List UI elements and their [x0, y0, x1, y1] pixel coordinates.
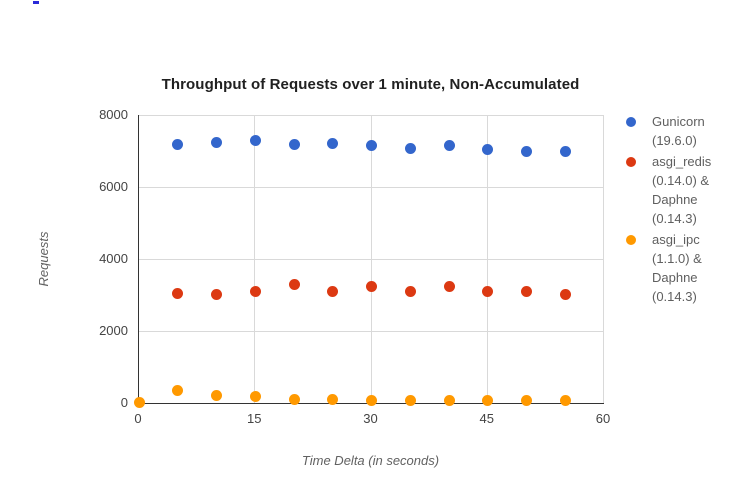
data-point-series2-30s: [366, 394, 377, 406]
x-axis-title: Time Delta (in seconds): [301, 453, 440, 468]
y-tick-label-2000: 2000: [99, 323, 128, 338]
data-point-series0-30s: [366, 140, 377, 152]
data-point-series0-55s: [559, 146, 571, 158]
data-point-series0-10s: [211, 136, 222, 148]
data-point-series0-40s: [443, 140, 455, 152]
plot-area: [133, 115, 604, 408]
gridline-y-6000: [139, 187, 604, 188]
data-point-series1-5s: [172, 288, 184, 300]
y-tick-label-0: 0: [120, 395, 128, 410]
legend-marker-icon: [626, 235, 636, 245]
chart-title: Throughput of Requests over 1 minute, No…: [161, 76, 580, 93]
y-axis-title: Requests: [36, 231, 51, 287]
data-point-series1-20s: [288, 279, 300, 291]
data-point-series2-45s: [482, 395, 494, 407]
data-point-series1-15s: [249, 286, 261, 298]
x-tick-label-30: 30: [363, 411, 378, 426]
data-point-series0-15s: [249, 135, 261, 147]
x-tick-label-15: 15: [247, 411, 262, 426]
data-point-series2-50s: [521, 395, 532, 407]
data-point-series2-55s: [559, 395, 571, 407]
data-point-series1-40s: [443, 281, 455, 293]
data-point-series2-25s: [327, 393, 339, 405]
data-point-series1-35s: [404, 286, 416, 298]
data-point-series0-35s: [404, 143, 416, 155]
legend-item-2: asgi_ipc (1.1.0) & Daphne (0.14.3): [624, 230, 736, 306]
y-tick-label-4000: 4000: [99, 251, 128, 266]
data-point-series2-40s: [443, 395, 455, 407]
data-point-series0-50s: [521, 145, 532, 157]
gridline-x-60: [603, 115, 604, 403]
y-tick-label-6000: 6000: [99, 179, 128, 194]
data-point-series2-0s: [133, 396, 145, 408]
data-point-series2-5s: [172, 384, 184, 396]
data-point-series2-10s: [211, 389, 222, 401]
data-point-series1-30s: [366, 281, 377, 293]
legend-item-0: Gunicorn (19.6.0): [624, 112, 736, 150]
y-tick-label-8000: 8000: [99, 107, 128, 122]
gridline-x-30: [370, 115, 372, 403]
data-point-series1-10s: [211, 289, 222, 301]
data-point-series1-45s: [482, 286, 494, 298]
data-point-series0-5s: [172, 139, 184, 151]
legend-label: asgi_ipc (1.1.0) & Daphne (0.14.3): [652, 232, 702, 304]
gridline-y-4000: [139, 259, 604, 260]
data-point-series1-55s: [559, 288, 571, 300]
legend-marker-icon: [626, 117, 636, 127]
x-tick-label-0: 0: [134, 411, 142, 426]
clipped-blue-artifact: [33, 1, 39, 4]
legend-item-1: asgi_redis (0.14.0) & Daphne (0.14.3): [624, 152, 736, 228]
data-point-series2-35s: [404, 395, 416, 407]
data-point-series1-50s: [521, 285, 532, 297]
x-tick-label-60: 60: [595, 411, 611, 426]
legend: Gunicorn (19.6.0) asgi_redis (0.14.0) & Daph…: [624, 112, 736, 308]
gridline-x-15: [254, 115, 256, 403]
data-point-series1-25s: [327, 286, 339, 298]
data-point-series2-15s: [249, 391, 261, 403]
gridline-y-2000: [139, 331, 604, 332]
data-point-series0-45s: [482, 144, 494, 156]
data-point-series2-20s: [288, 393, 300, 405]
x-tick-label-45: 45: [479, 411, 494, 426]
gridline-x-45: [486, 115, 488, 403]
legend-marker-icon: [626, 157, 636, 167]
legend-label: asgi_redis (0.14.0) & Daphne (0.14.3): [652, 154, 712, 226]
legend-label: Gunicorn (19.6.0): [652, 114, 705, 148]
gridline-y-8000: [139, 115, 604, 116]
data-point-series0-20s: [288, 139, 300, 151]
data-point-series0-25s: [327, 138, 339, 150]
